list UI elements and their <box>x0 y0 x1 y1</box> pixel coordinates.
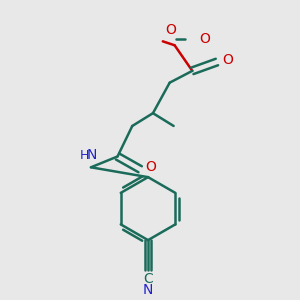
Text: O: O <box>165 23 176 38</box>
Text: O: O <box>222 53 233 67</box>
Text: O: O <box>199 32 210 46</box>
Text: N: N <box>143 284 153 297</box>
Text: N: N <box>87 148 97 162</box>
Text: C: C <box>143 272 153 286</box>
Text: H: H <box>80 149 89 162</box>
Text: O: O <box>145 160 156 174</box>
